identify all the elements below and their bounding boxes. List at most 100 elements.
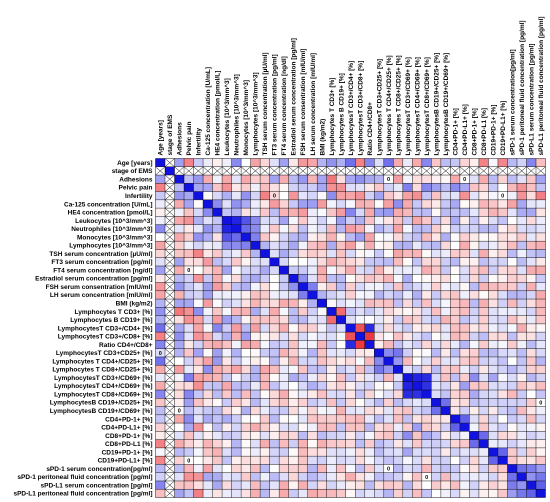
heatmap-cell — [288, 472, 299, 481]
heatmap-cell — [336, 348, 346, 357]
column-label: Lymphocytes T CD3+ [%] — [329, 78, 336, 156]
cell-cross-mark — [336, 166, 346, 176]
row-label: HE4 concentration [pmol/L] — [68, 210, 153, 217]
heatmap-cell — [317, 183, 327, 192]
heatmap-cell — [193, 356, 204, 366]
heatmap-cell — [364, 216, 375, 225]
heatmap-cell — [402, 332, 413, 341]
heatmap-cell — [364, 356, 375, 366]
heatmap-cell — [355, 257, 365, 266]
heatmap-cell — [364, 381, 375, 391]
heatmap-cell — [393, 390, 403, 399]
heatmap-cell — [241, 241, 251, 250]
heatmap-cell — [174, 249, 185, 258]
column-label: Adhesions — [177, 122, 184, 156]
heatmap-cell — [336, 447, 346, 457]
heatmap-cell — [526, 158, 536, 167]
heatmap-cell — [402, 464, 413, 473]
heatmap-cell — [193, 175, 204, 184]
heatmap-cell — [383, 299, 394, 308]
heatmap-cell — [469, 332, 479, 341]
heatmap-cell — [507, 406, 517, 415]
heatmap-cell — [488, 224, 498, 233]
heatmap-cell — [431, 489, 441, 498]
heatmap-cell — [507, 414, 517, 424]
heatmap-cell — [393, 175, 403, 184]
heatmap-cell — [374, 406, 384, 415]
heatmap-cell — [355, 447, 365, 457]
heatmap-cell — [307, 208, 318, 217]
heatmap-cell — [450, 265, 460, 275]
heatmap-cell — [174, 480, 185, 490]
heatmap-cell — [307, 447, 318, 457]
heatmap-cell — [383, 158, 394, 167]
heatmap-cell — [269, 332, 280, 341]
heatmap-cell — [516, 315, 527, 324]
heatmap-cell — [250, 464, 261, 473]
column-labels: Age [years] stage of EMS Adhesions Pelvic p… — [158, 16, 545, 155]
heatmap-cell — [469, 356, 479, 366]
heatmap-cell — [355, 489, 365, 498]
heatmap-cell — [535, 365, 546, 374]
heatmap-cell — [212, 241, 223, 250]
heatmap-cell — [193, 265, 204, 275]
heatmap-cell — [402, 406, 413, 415]
heatmap-cell — [535, 175, 546, 184]
heatmap-cell — [393, 365, 403, 374]
heatmap-cell — [336, 439, 346, 448]
heatmap-cell — [326, 398, 337, 407]
column-label: CD19+PD-L1+ [%] — [500, 101, 507, 156]
heatmap-cell — [231, 456, 242, 465]
heatmap-cell — [497, 175, 508, 184]
heatmap-cell — [535, 208, 546, 217]
heatmap-cell — [231, 290, 242, 300]
heatmap-cell — [383, 315, 394, 324]
heatmap-cell — [317, 282, 327, 291]
heatmap-cell — [184, 356, 194, 366]
heatmap-cell — [326, 456, 337, 465]
heatmap-cell — [478, 447, 489, 457]
heatmap-cell — [250, 175, 261, 184]
heatmap-cell — [469, 365, 479, 374]
heatmap-cell — [478, 241, 489, 250]
heatmap-cell — [260, 290, 270, 300]
heatmap-cell — [497, 274, 508, 283]
heatmap-cell — [383, 249, 394, 258]
heatmap-cell — [203, 381, 213, 391]
row-label: LymphocytesT CD3+/CD8+ [%] — [58, 334, 153, 341]
heatmap-cell — [535, 381, 546, 391]
heatmap-cell — [155, 365, 166, 374]
column-label: CD4+PD-L1+ [%] — [462, 104, 469, 155]
heatmap-cell — [269, 431, 280, 440]
row-label: Lymphocytes T CD3+ [%] — [75, 309, 153, 316]
heatmap-cell — [298, 332, 308, 341]
heatmap-cell — [450, 290, 460, 300]
heatmap-cell — [288, 447, 299, 457]
heatmap-cell — [307, 431, 318, 440]
heatmap-cell — [421, 257, 432, 266]
heatmap-cell — [250, 323, 261, 333]
heatmap-cell — [184, 456, 194, 465]
heatmap-cell — [459, 464, 470, 473]
heatmap-cell — [431, 348, 441, 357]
heatmap-cell — [459, 373, 470, 382]
heatmap-cell — [469, 241, 479, 250]
heatmap-cell — [203, 208, 213, 217]
row-label: TSH serum concentration [µU/ml] — [49, 251, 152, 258]
heatmap-cell — [440, 348, 451, 357]
heatmap-cell — [421, 398, 432, 407]
heatmap-cell — [431, 274, 441, 283]
heatmap-cell — [241, 456, 251, 465]
heatmap-cell — [184, 216, 194, 225]
cell-cross-mark — [164, 257, 175, 267]
heatmap-cell — [421, 265, 432, 275]
cell-cross-mark — [164, 216, 175, 225]
heatmap-cell — [497, 224, 508, 233]
heatmap-cell — [488, 282, 498, 291]
heatmap-cell — [374, 249, 384, 258]
heatmap-cell — [393, 456, 403, 465]
heatmap-cell — [231, 406, 242, 415]
heatmap-cell — [383, 423, 394, 432]
column-label: LymphocytesT CD4+/CD69+ [%] — [414, 57, 421, 155]
cell-cross-mark — [164, 323, 175, 333]
